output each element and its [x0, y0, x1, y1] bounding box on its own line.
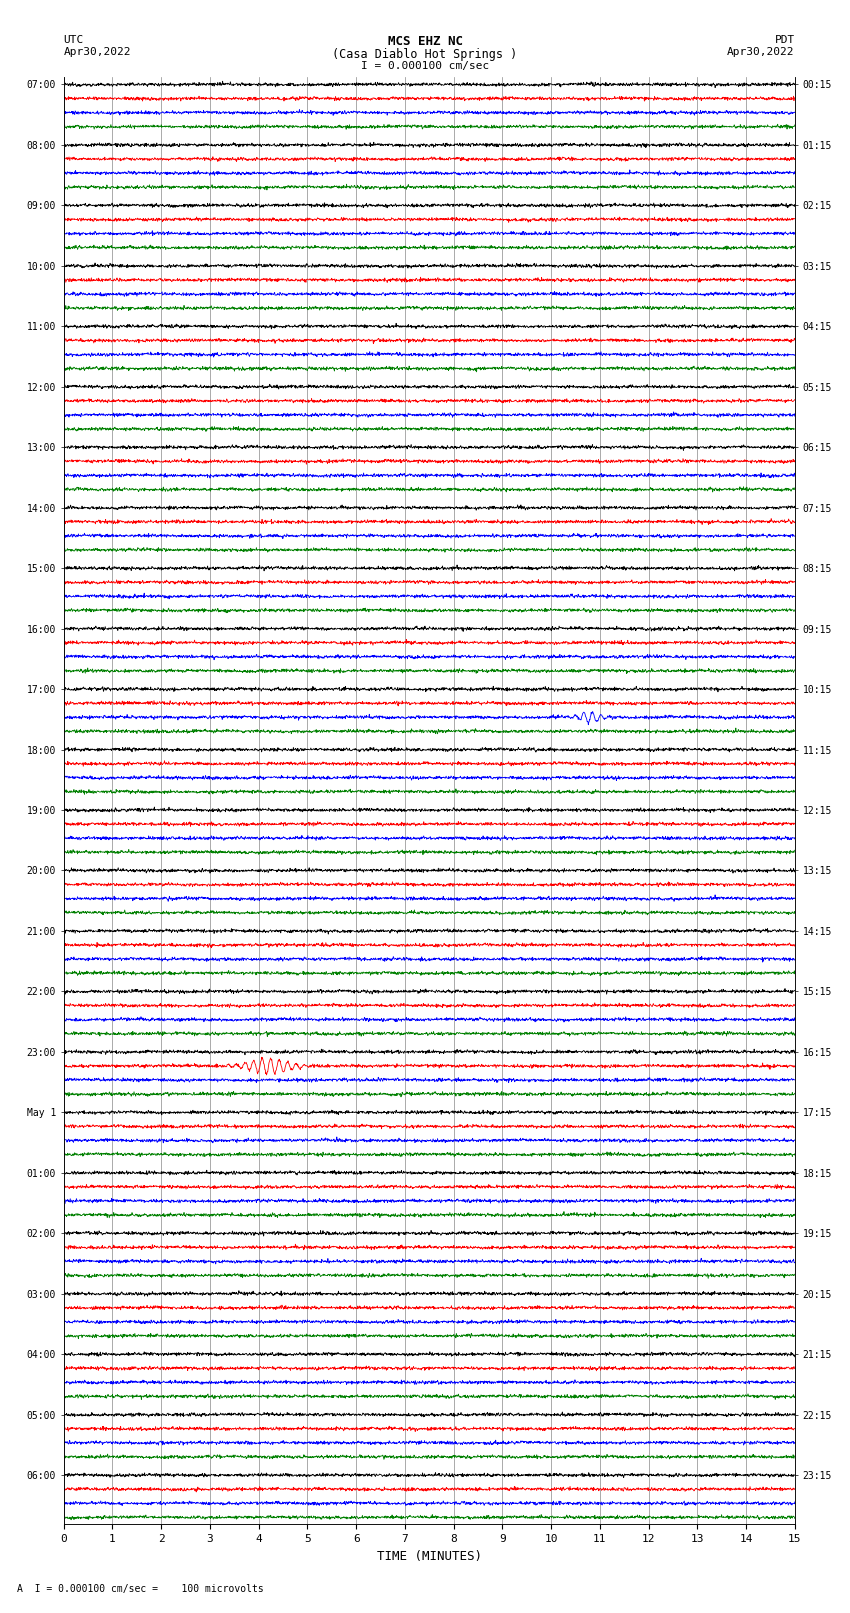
Text: UTC: UTC	[64, 35, 84, 45]
Text: I = 0.000100 cm/sec: I = 0.000100 cm/sec	[361, 61, 489, 71]
Text: Apr30,2022: Apr30,2022	[64, 47, 131, 56]
Text: A  I = 0.000100 cm/sec =    100 microvolts: A I = 0.000100 cm/sec = 100 microvolts	[17, 1584, 264, 1594]
Text: Apr30,2022: Apr30,2022	[728, 47, 795, 56]
X-axis label: TIME (MINUTES): TIME (MINUTES)	[377, 1550, 482, 1563]
Text: MCS EHZ NC: MCS EHZ NC	[388, 35, 462, 48]
Text: (Casa Diablo Hot Springs ): (Casa Diablo Hot Springs )	[332, 48, 518, 61]
Text: PDT: PDT	[774, 35, 795, 45]
